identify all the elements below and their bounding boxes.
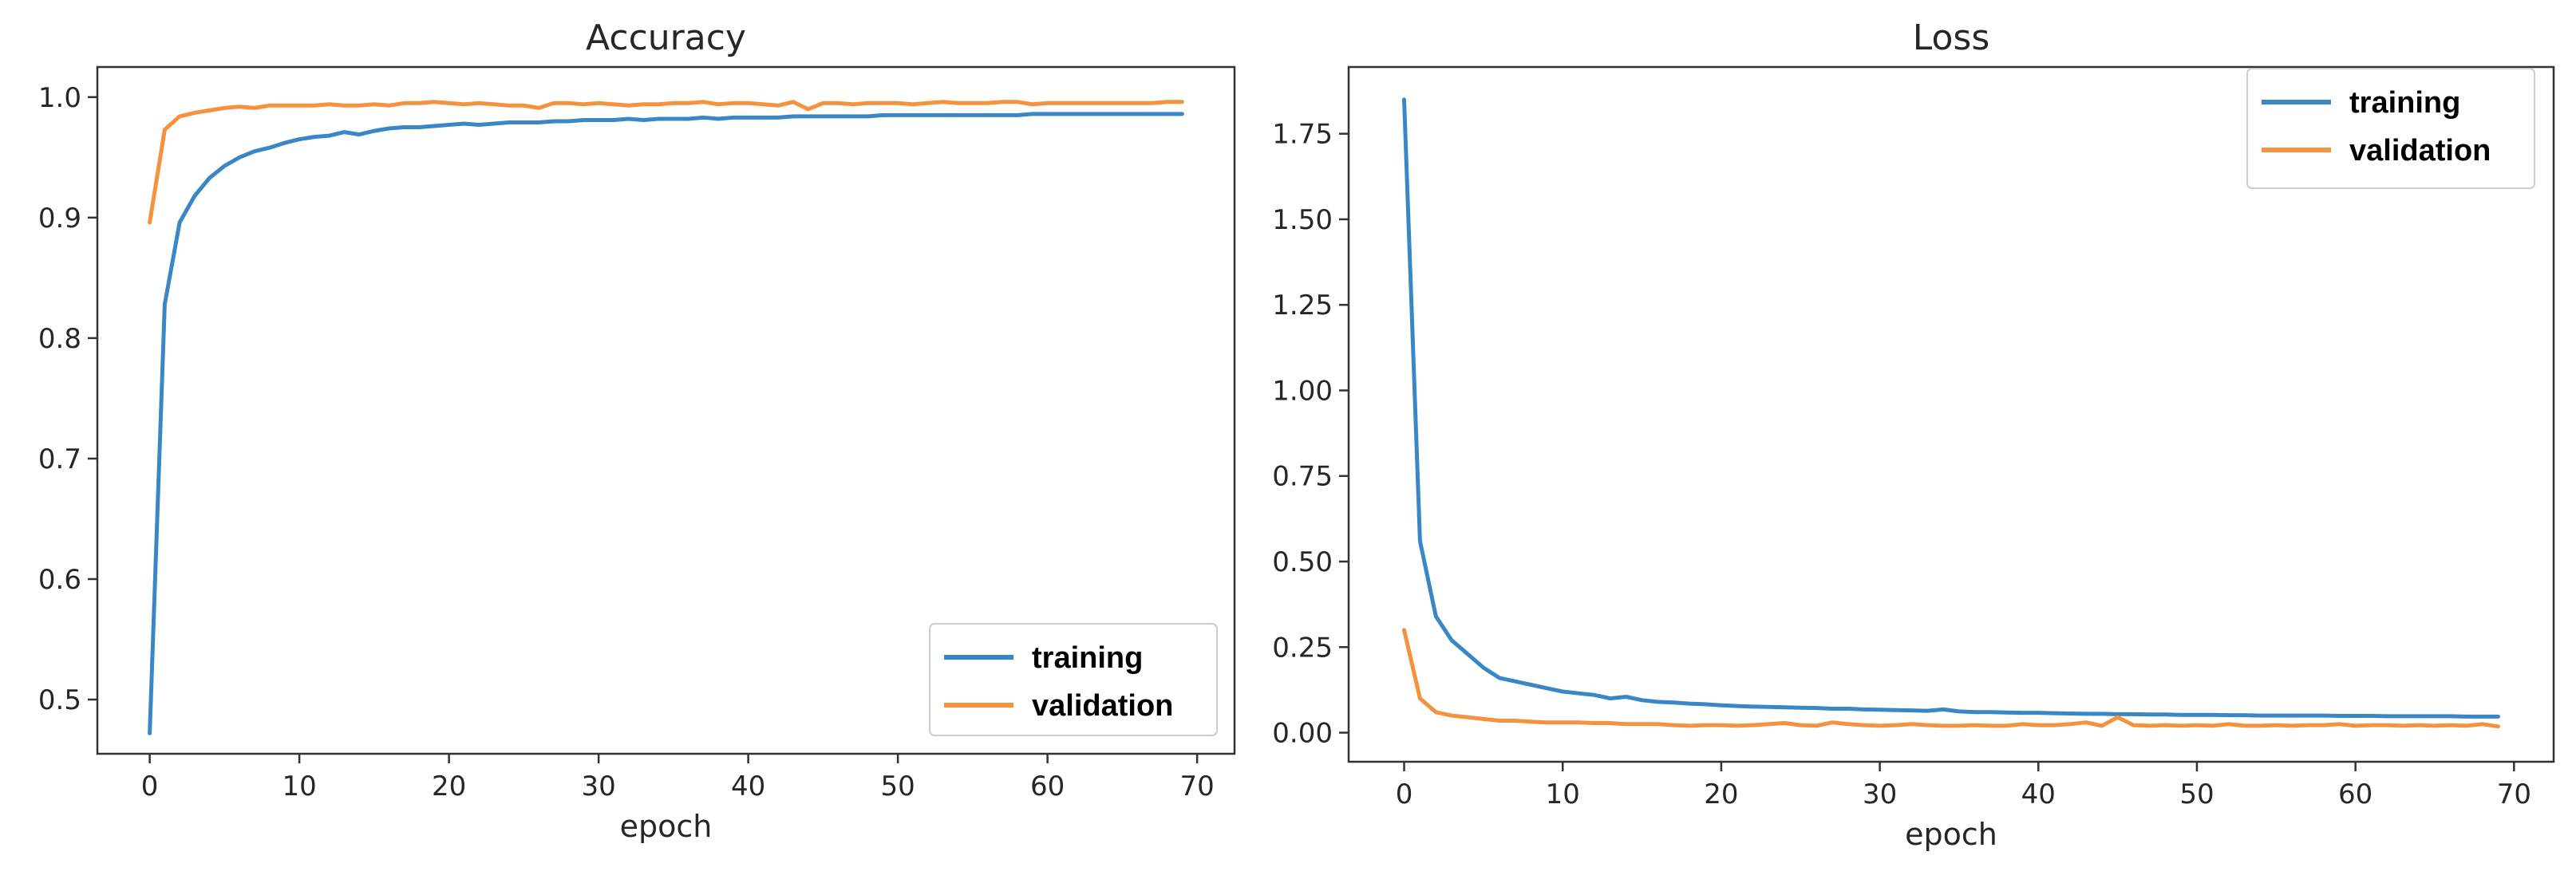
x-tick-label: 40 <box>731 771 765 802</box>
y-tick-label: 0.5 <box>38 684 81 716</box>
legend-label-training: training <box>1032 641 1143 675</box>
x-tick-label: 20 <box>432 771 466 802</box>
x-axis-label: epoch <box>1905 817 1997 852</box>
x-tick-label: 50 <box>2179 779 2214 810</box>
plot-frame <box>96 65 1236 755</box>
y-tick-label: 0.75 <box>1272 461 1333 493</box>
series-line-training <box>148 112 1184 735</box>
series-line-validation <box>1402 628 2500 729</box>
y-tick-label: 0.00 <box>1272 718 1333 750</box>
y-tick-label: 0.25 <box>1272 632 1333 664</box>
x-tick-label: 30 <box>1863 779 1897 810</box>
x-tick-label: 40 <box>2021 779 2056 810</box>
x-tick-label: 10 <box>282 771 316 802</box>
y-tick-label: 0.7 <box>38 443 81 475</box>
chart-title: Accuracy <box>586 18 746 58</box>
y-tick-label: 0.50 <box>1272 546 1333 578</box>
series-line-training <box>1402 97 2500 719</box>
x-tick-label: 50 <box>880 771 915 802</box>
series-line-validation <box>148 100 1184 225</box>
loss-chart: Loss 0 10 20 30 40 50 60 70 0.00 0.25 0.50 0.75 1.00 1… <box>1272 18 2555 852</box>
x-tick-label: 0 <box>1396 779 1413 810</box>
legend-label-training: training <box>2349 86 2460 120</box>
x-tick-label: 70 <box>1179 771 1214 802</box>
x-tick-label: 10 <box>1546 779 1580 810</box>
legend: training validation <box>2246 68 2535 189</box>
x-tick-label: 30 <box>581 771 615 802</box>
plot-frame <box>1347 65 2555 763</box>
y-tick-label: 1.75 <box>1272 119 1333 151</box>
y-tick-label: 1.00 <box>1272 375 1333 407</box>
x-tick-label: 60 <box>2338 779 2373 810</box>
y-tick-label: 0.6 <box>38 564 81 596</box>
x-tick-label: 0 <box>141 771 159 802</box>
y-tick-label: 1.0 <box>38 82 81 114</box>
x-tick-label: 70 <box>2497 779 2531 810</box>
legend-label-validation: validation <box>2349 134 2491 168</box>
legend-box <box>2246 68 2535 189</box>
y-tick-label: 0.9 <box>38 203 81 235</box>
y-tick-label: 0.8 <box>38 323 81 355</box>
x-tick-label: 20 <box>1704 779 1738 810</box>
legend: training validation <box>929 623 1218 736</box>
y-tick-label: 1.25 <box>1272 290 1333 321</box>
chart-title: Loss <box>1913 18 1990 58</box>
x-tick-label: 60 <box>1030 771 1065 802</box>
x-axis-label: epoch <box>620 809 713 844</box>
legend-label-validation: validation <box>1032 689 1173 723</box>
accuracy-chart: Accuracy 0 10 20 30 40 50 60 70 0.5 0.6 0.7 0.8 0.9 1.… <box>38 18 1236 844</box>
y-tick-label: 1.50 <box>1272 204 1333 236</box>
